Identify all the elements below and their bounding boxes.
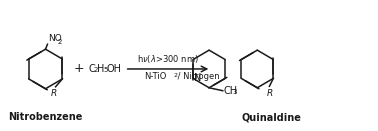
Text: N: N xyxy=(194,73,201,83)
Text: h$\it{ν}$($\it{λ}$>300 nm): h$\it{ν}$($\it{λ}$>300 nm) xyxy=(137,53,199,65)
Text: 3: 3 xyxy=(232,89,237,95)
Text: 5: 5 xyxy=(103,67,107,73)
Text: / Nitrogen: / Nitrogen xyxy=(175,72,220,81)
Text: 2: 2 xyxy=(174,73,177,78)
Text: Quinaldine: Quinaldine xyxy=(242,112,302,122)
Text: OH: OH xyxy=(107,64,122,74)
Text: R: R xyxy=(51,89,57,98)
Text: N-TiO: N-TiO xyxy=(144,72,166,81)
Text: Nitrobenzene: Nitrobenzene xyxy=(8,112,83,122)
Text: NO: NO xyxy=(48,34,62,43)
Text: R: R xyxy=(266,89,273,98)
Text: +: + xyxy=(73,62,84,75)
Text: H: H xyxy=(97,64,105,74)
Text: 2: 2 xyxy=(93,67,98,73)
Text: 2: 2 xyxy=(58,39,62,45)
Text: C: C xyxy=(88,64,95,74)
Text: CH: CH xyxy=(224,86,238,96)
